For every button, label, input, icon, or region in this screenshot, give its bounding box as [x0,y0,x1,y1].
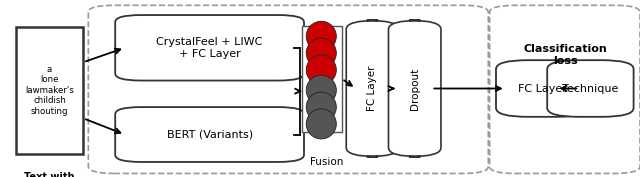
Ellipse shape [306,38,337,68]
Ellipse shape [306,21,337,51]
Text: Technique: Technique [562,84,619,93]
Text: FC Layer: FC Layer [518,84,567,93]
Text: Dropout: Dropout [410,67,420,110]
Text: Fusion: Fusion [310,157,343,167]
Text: BERT (Variants): BERT (Variants) [166,130,253,139]
FancyBboxPatch shape [388,20,441,157]
Text: CrystalFeel + LIWC
+ FC Layer: CrystalFeel + LIWC + FC Layer [156,37,263,59]
FancyBboxPatch shape [16,27,83,154]
Ellipse shape [306,75,337,105]
FancyBboxPatch shape [115,107,304,162]
FancyBboxPatch shape [490,5,640,173]
FancyBboxPatch shape [115,15,304,81]
Ellipse shape [306,92,337,122]
FancyBboxPatch shape [302,26,342,132]
FancyBboxPatch shape [547,60,634,117]
FancyBboxPatch shape [496,60,589,117]
Text: a
lone
lawmaker's
childish
shouting: a lone lawmaker's childish shouting [25,65,74,116]
FancyBboxPatch shape [346,20,399,157]
FancyBboxPatch shape [88,5,488,173]
Text: Text with
propaganda: Text with propaganda [17,172,83,177]
Ellipse shape [306,55,337,85]
Text: Classification
loss: Classification loss [524,44,607,66]
Text: FC Layer: FC Layer [367,66,378,111]
Ellipse shape [306,109,337,139]
